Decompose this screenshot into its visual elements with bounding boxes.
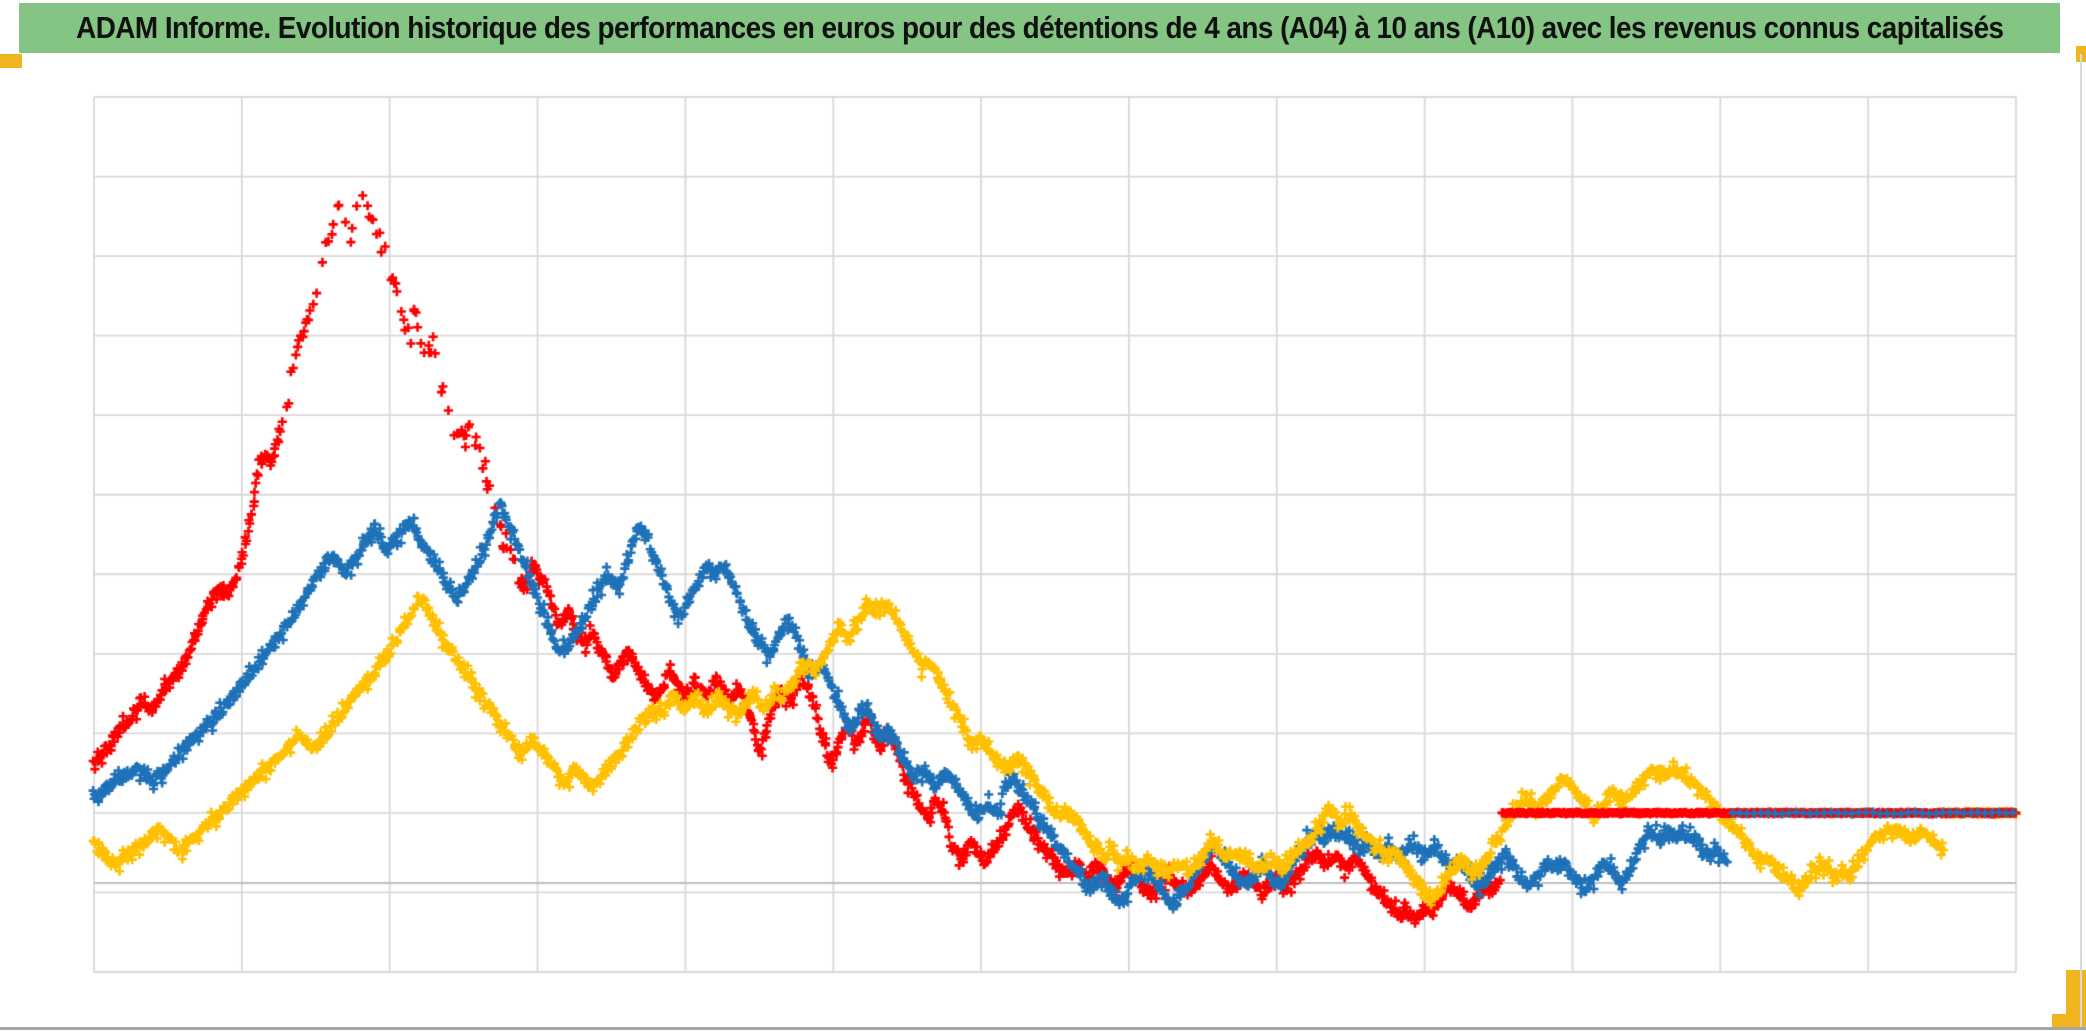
page-bottom-rule bbox=[0, 1027, 2086, 1030]
accent-mark-top-left bbox=[0, 54, 22, 68]
title-bar: ADAM Informe. Evolution historique des p… bbox=[19, 3, 2060, 53]
page-title: ADAM Informe. Evolution historique des p… bbox=[75, 10, 2004, 45]
chart-right-border-rule bbox=[2080, 54, 2082, 1028]
accent-corner-bottom-right-horizontal bbox=[2052, 1014, 2086, 1029]
